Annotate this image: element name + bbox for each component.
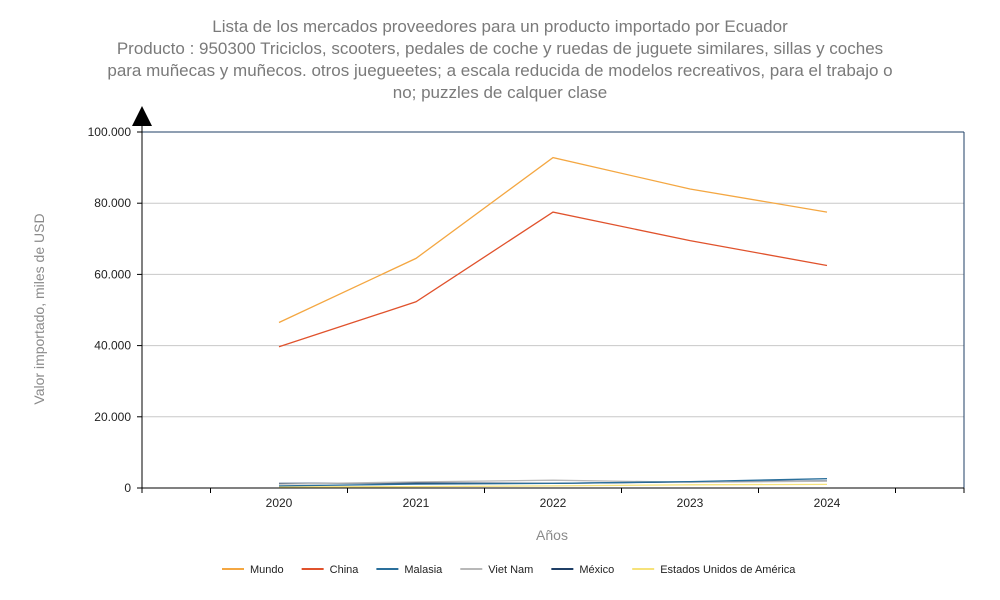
x-tick-label: 2022 xyxy=(540,496,567,510)
chart-title-line: Lista de los mercados proveedores para u… xyxy=(212,17,788,36)
legend: Mundo China Malasia Viet Nam México Estados U… xyxy=(222,564,796,576)
x-tick-label: 2021 xyxy=(403,496,430,510)
x-axis-title: Años xyxy=(536,527,568,543)
chart-subtitle-line: Producto : 950300 Triciclos, scooters, p… xyxy=(116,39,884,58)
chart-title: Lista de los mercados proveedores para u… xyxy=(0,16,1000,104)
y-axis-arrow xyxy=(132,106,152,126)
series-line-estados-unidos-de-america xyxy=(278,483,828,488)
series-lines xyxy=(278,156,828,488)
series-line-china xyxy=(278,211,828,348)
legend-label: Malasia xyxy=(404,564,443,576)
x-tick-label: 2023 xyxy=(677,496,704,510)
gridlines xyxy=(142,202,964,418)
y-tick-label: 80.000 xyxy=(94,196,131,210)
legend-label: México xyxy=(579,564,614,576)
y-tick-label: 100.000 xyxy=(88,125,132,139)
y-tick-label: 60.000 xyxy=(94,267,131,281)
legend-label: China xyxy=(330,564,360,576)
legend-label: Viet Nam xyxy=(488,564,533,576)
y-tick-label: 0 xyxy=(124,481,131,495)
axes xyxy=(132,106,965,489)
series-line-malasia xyxy=(278,478,828,487)
y-tick-label: 40.000 xyxy=(94,339,131,353)
y-axis-title: Valor importado, miles de USD xyxy=(31,213,47,404)
series-line-viet-nam xyxy=(278,479,828,485)
legend-label: Mundo xyxy=(250,564,284,576)
y-tick-label: 20.000 xyxy=(94,410,131,424)
x-tick-label: 2020 xyxy=(266,496,293,510)
chart-subtitle-line: no; puzzles de calquer clase xyxy=(392,83,608,102)
tick-labels: 0 20.000 40.000 60.000 80.000 100.000 2020 2021… xyxy=(88,125,965,510)
x-tick-label: 2024 xyxy=(814,496,841,510)
legend-label: Estados Unidos de América xyxy=(660,564,796,576)
series-line-mundo xyxy=(278,156,828,324)
chart-subtitle-line: para muñecas y muñecos. otros juegueetes… xyxy=(107,61,893,80)
